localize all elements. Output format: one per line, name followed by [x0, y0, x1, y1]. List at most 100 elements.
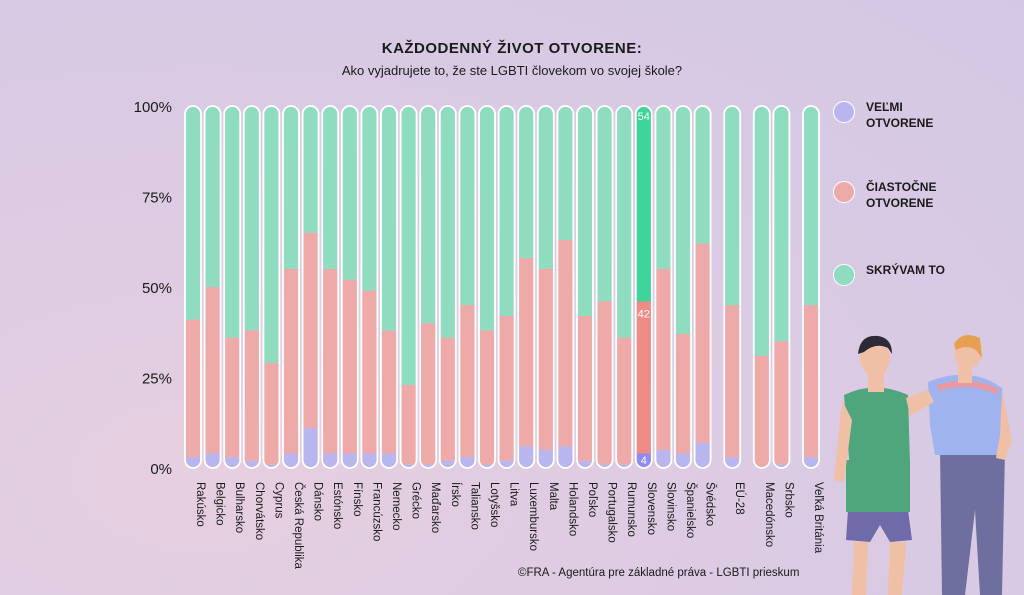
bar-outline — [802, 105, 820, 469]
bar-Estónsko — [322, 106, 339, 468]
x-tick-label: Cyprus — [272, 482, 284, 519]
bar-outline — [772, 105, 791, 469]
y-tick-label: 50% — [142, 280, 172, 297]
bar-segment — [675, 453, 691, 468]
bar-outline — [654, 105, 673, 469]
bar-segment — [283, 453, 299, 468]
bar-segment — [283, 106, 299, 269]
bar-segment — [479, 106, 495, 331]
bar-outline — [340, 105, 359, 469]
bar-segment — [753, 355, 770, 468]
chart-title: KAŽDODENNÝ ŽIVOT OTVORENE: — [381, 40, 643, 57]
bar-segment — [420, 323, 437, 465]
bar-segment — [302, 232, 319, 429]
bar-segment — [518, 446, 535, 468]
bar-Malta — [537, 106, 554, 468]
legend-swatch-hide-it — [833, 264, 855, 286]
bar-outline — [497, 105, 516, 469]
bar-segment — [596, 301, 613, 465]
bar-segment — [185, 106, 201, 320]
bar-segment — [479, 330, 495, 465]
bar-EÚ-28 — [724, 106, 741, 468]
x-tick-label: Dánsko — [312, 482, 324, 521]
x-tick-label: Lotyšsko — [488, 482, 500, 527]
bar-segment — [498, 315, 515, 461]
bar-segment — [557, 446, 574, 468]
bar-segment — [724, 305, 741, 458]
bar-outline — [282, 105, 300, 469]
bar-outline — [517, 105, 536, 469]
data-label: 42 — [638, 308, 650, 320]
x-tick-label: Poľsko — [586, 482, 598, 517]
bar-Švédsko — [694, 106, 711, 468]
bar-segment — [459, 457, 476, 468]
x-tick-label: Rumunsko — [625, 482, 637, 537]
bar-Španielsko — [675, 106, 691, 468]
person-right-figure — [928, 335, 1012, 595]
bar-segment — [498, 460, 515, 468]
bar-Belgicko — [204, 106, 221, 468]
bar-Bulharsko — [224, 106, 241, 468]
bar-segment — [537, 106, 554, 269]
x-tick-label: Litva — [508, 482, 520, 507]
bar-outline — [536, 105, 555, 469]
bar-segment — [675, 106, 691, 335]
bar-segment — [694, 442, 711, 468]
bar-segment — [341, 106, 358, 280]
bar-segment — [557, 239, 574, 447]
bar-segment — [439, 337, 456, 461]
bar-Rakúsko — [185, 106, 201, 468]
x-tick-label: Rakúsko — [194, 482, 206, 527]
bar-outline — [203, 105, 222, 469]
bar-outline — [301, 105, 320, 469]
bar-segment — [361, 106, 378, 291]
bar-outline — [223, 105, 242, 469]
bar-segment — [302, 106, 319, 233]
x-tick-label: Nemecko — [390, 482, 402, 531]
x-tick-label: Bulharsko — [233, 482, 245, 533]
bar-outline — [674, 105, 692, 469]
bar-segment — [322, 268, 339, 454]
bar-segment — [537, 449, 554, 468]
bar-Francúzsko — [361, 106, 378, 468]
bar-segment — [420, 464, 437, 468]
bar-segment — [675, 334, 691, 454]
bar-Slovinsko — [655, 106, 672, 468]
bar-segment — [616, 106, 633, 338]
bar-segment — [400, 384, 417, 465]
x-tick-label: Česká Republika — [292, 482, 305, 570]
bar-Írsko — [439, 106, 456, 468]
bar-Nemecko — [381, 106, 397, 468]
bar-outline — [478, 105, 496, 469]
bar-outline — [419, 105, 438, 469]
bar-outline — [576, 105, 594, 469]
bar-outline — [634, 105, 653, 469]
bar-segment — [635, 453, 652, 468]
bar-outline — [184, 105, 202, 469]
y-tick-label: 75% — [142, 190, 172, 207]
x-tick-label: Slovensko — [645, 482, 657, 535]
chart-subtitle: Ako vyjadrujete to, že ste LGBTI človeko… — [341, 63, 683, 78]
bar-outline — [458, 105, 477, 469]
bar-outline — [242, 105, 261, 469]
bar-segment — [381, 453, 397, 468]
bar-segment — [724, 457, 741, 468]
y-tick-label: 100% — [134, 99, 172, 116]
bar-segment — [557, 106, 574, 240]
bar-segment — [439, 106, 456, 338]
y-tick-label: 0% — [150, 461, 172, 478]
bar-segment — [224, 106, 241, 338]
bar-segment — [204, 453, 221, 468]
bar-segment — [263, 363, 280, 465]
bar-outline — [399, 105, 418, 469]
bar-segment — [479, 464, 495, 468]
bar-Maďarsko — [420, 106, 437, 468]
bar-segment — [596, 464, 613, 468]
bar-outline — [595, 105, 614, 469]
x-tick-label: Belgicko — [214, 482, 226, 525]
legend-label-partly-open: ČIASTOČNE OTVORENE — [866, 180, 937, 210]
bar-segment — [341, 453, 358, 468]
bar-segment — [694, 106, 711, 244]
x-tick-label: Luxembursko — [527, 482, 539, 551]
bar-segment — [773, 341, 790, 465]
